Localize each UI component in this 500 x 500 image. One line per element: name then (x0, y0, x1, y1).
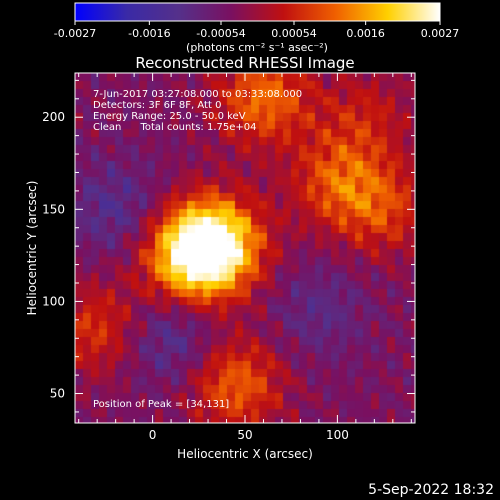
annotation-energy-range: Energy Range: 25.0 - 50.0 keV (93, 111, 246, 122)
colorbar-tick-label: -0.0027 (54, 27, 96, 40)
colorbar-ticks: -0.0027 -0.0016 -0.00054 0.00054 0.0016 0.002… (54, 21, 459, 40)
colorbar-tick-label: 0.00054 (271, 27, 317, 40)
x-tick-label: 0 (149, 428, 157, 442)
x-tick-label: 50 (237, 428, 252, 442)
annotations: 7-Jun-2017 03:27:08.000 to 03:33:08.000 … (93, 89, 302, 410)
y-tick-label: 50 (50, 387, 65, 401)
footer-date: 5-Sep-2022 18:32 (368, 482, 494, 498)
x-tick-label: 100 (326, 428, 349, 442)
colorbar-units-label: (photons cm⁻² s⁻¹ asec⁻²) (186, 41, 328, 54)
annotation-method-counts: Clean Total counts: 1.75e+04 (93, 122, 256, 133)
axis-ticks: 0 50 100 50 100 150 200 (42, 73, 415, 442)
colorbar-tick-label: -0.0016 (128, 27, 170, 40)
peak-position-label: Position of Peak = [34,131] (93, 399, 229, 410)
annotation-time-range: 7-Jun-2017 03:27:08.000 to 03:33:08.000 (93, 89, 302, 100)
heatmap-image (75, 73, 415, 423)
x-axis-label: Heliocentric X (arcsec) (177, 447, 313, 461)
colorbar-tick-label: 0.0016 (346, 27, 385, 40)
y-tick-label: 100 (42, 294, 65, 308)
colorbar-tick-label: 0.0027 (421, 27, 460, 40)
y-axis-label: Heliocentric Y (arcsec) (25, 181, 39, 316)
annotation-detectors: Detectors: 3F 6F 8F, Att 0 (93, 100, 221, 111)
colorbar (74, 2, 441, 22)
colorbar-tick-label: -0.00054 (196, 27, 245, 40)
chart-title: Reconstructed RHESSI Image (135, 54, 354, 72)
y-tick-label: 150 (42, 202, 65, 216)
y-tick-label: 200 (42, 110, 65, 124)
